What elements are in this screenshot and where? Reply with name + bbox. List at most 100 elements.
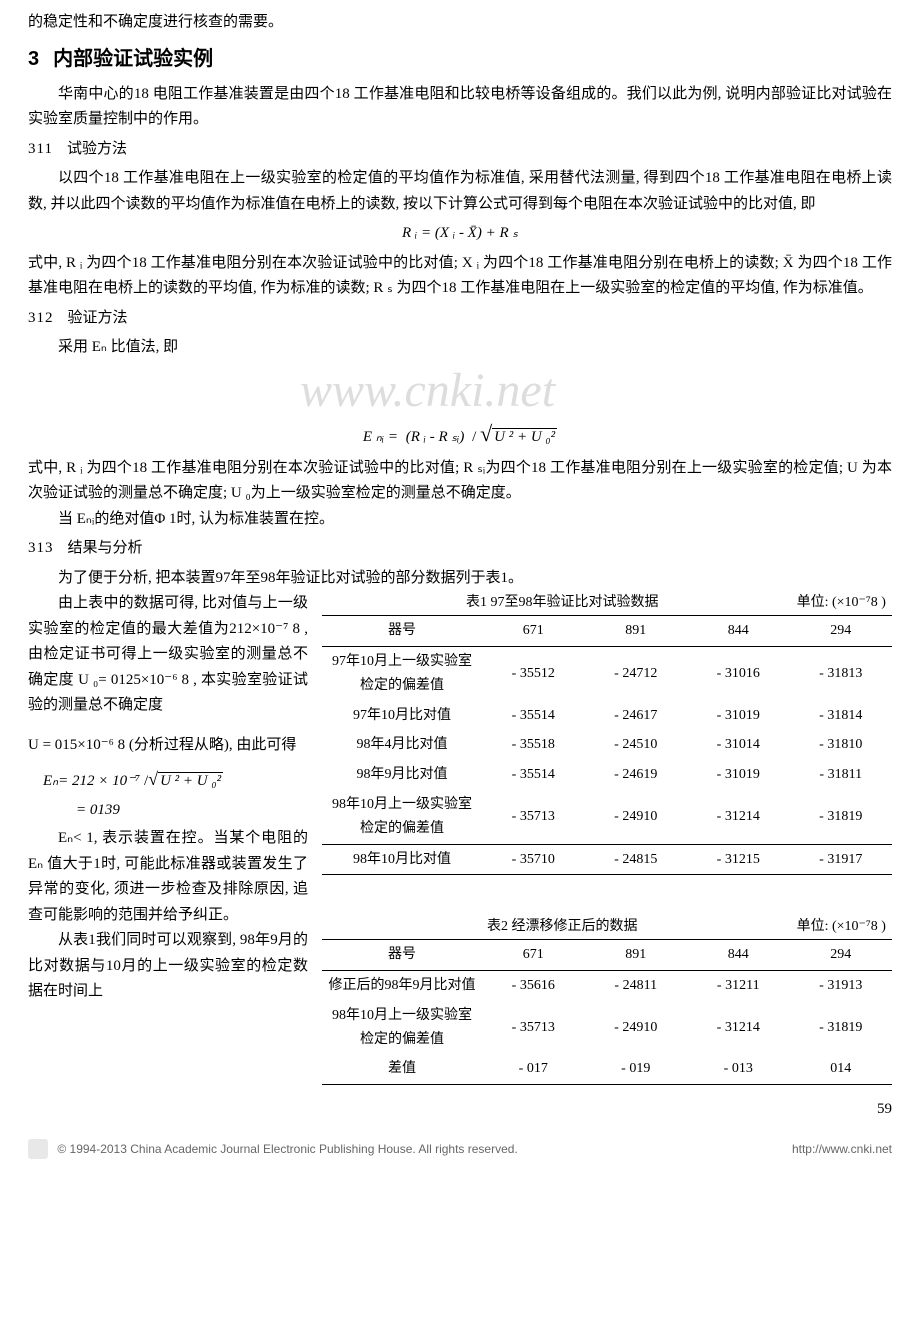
t2-r0-c0: - 35616: [482, 970, 585, 1000]
en-equation: Eₙ= 212 × 10⁻⁷ /√U ² + U ₀² = 0139: [43, 764, 308, 823]
table-row: 修正后的98年9月比对值 - 35616 - 24811 - 31211 - 3…: [322, 970, 892, 1000]
table2-caption-wrap: 表2 经漂移修正后的数据 单位: (×10⁻⁷8 ): [322, 915, 892, 939]
table-row: 98年10月上一级实验室检定的偏差值 - 35713 - 24910 - 312…: [322, 1001, 892, 1055]
para-312c: 当 Eₙᵢ的绝对值Φ 1时, 认为标准装置在控。: [28, 507, 892, 533]
intro-continuation: 的稳定性和不确定度进行核查的需要。: [28, 10, 892, 36]
section-3-num: 3: [28, 48, 39, 70]
t1-r3-c3: - 31811: [790, 760, 893, 790]
t1-r0-c0: - 35512: [482, 646, 585, 700]
table2-h4: 294: [790, 940, 893, 971]
subsection-312-title: 312 验证方法: [28, 306, 892, 332]
table1-caption-wrap: 表1 97至98年验证比对试验数据 单位: (×10⁻⁷8 ): [322, 591, 892, 615]
table2-h3: 844: [687, 940, 790, 971]
t2-r1-c1: - 24910: [585, 1001, 688, 1055]
table1: 器号 671 891 844 294 97年10月上一级实验室检定的偏差值 - …: [322, 615, 892, 875]
table2-h2: 891: [585, 940, 688, 971]
t2-r0-c2: - 31211: [687, 970, 790, 1000]
para-312b: 式中, R ᵢ 为四个18 工作基准电阻分别在本次验证试验中的比对值; R ₛᵢ…: [28, 456, 892, 507]
formula-2-rhs: U ² + U ₀²: [492, 428, 557, 445]
t1-r3-label: 98年9月比对值: [322, 760, 482, 790]
t1-r5-c1: - 24815: [585, 844, 688, 875]
subsection-312-num: 312: [28, 310, 54, 326]
table-row: 98年10月比对值 - 35710 - 24815 - 31215 - 3191…: [322, 844, 892, 875]
t1-r2-c2: - 31014: [687, 730, 790, 760]
para-311b: 式中, R ᵢ 为四个18 工作基准电阻分别在本次验证试验中的比对值; X ᵢ …: [28, 251, 892, 302]
subsection-311-num: 311: [28, 141, 53, 157]
formula-2-lhs: E ₙᵢ =: [363, 429, 398, 445]
t1-r5-c0: - 35710: [482, 844, 585, 875]
section-3-text: 内部验证试验实例: [53, 48, 213, 70]
formula-1: R ᵢ = (X ᵢ - X̄) + R ₛ: [28, 221, 892, 247]
t2-r0-label: 修正后的98年9月比对值: [322, 970, 482, 1000]
en-eq-l1a: Eₙ= 212 × 10⁻⁷: [43, 773, 140, 789]
t1-r3-c0: - 35514: [482, 760, 585, 790]
table-row: 差值 - 017 - 019 - 013 014: [322, 1054, 892, 1084]
t1-r0-c2: - 31016: [687, 646, 790, 700]
t2-r2-c1: - 019: [585, 1054, 688, 1084]
t1-r0-label: 97年10月上一级实验室检定的偏差值: [322, 646, 482, 700]
t1-r5-c2: - 31215: [687, 844, 790, 875]
table-row: 98年9月比对值 - 35514 - 24619 - 31019 - 31811: [322, 760, 892, 790]
t2-r1-c2: - 31214: [687, 1001, 790, 1055]
subsection-313-num: 313: [28, 540, 54, 556]
t1-r1-c2: - 31019: [687, 701, 790, 731]
t1-r3-c2: - 31019: [687, 760, 790, 790]
table-row: 98年4月比对值 - 35518 - 24510 - 31014 - 31810: [322, 730, 892, 760]
t1-r5-c3: - 31917: [790, 844, 893, 875]
en-eq-l1b: U ² + U ₀²: [158, 772, 223, 789]
en-eq-l2: = 0139: [43, 798, 308, 824]
para-312a: 采用 Eₙ 比值法, 即: [28, 335, 892, 361]
table1-h0: 器号: [322, 616, 482, 647]
t1-r4-label: 98年10月上一级实验室检定的偏差值: [322, 790, 482, 844]
publisher-icon: [28, 1139, 48, 1159]
t1-r3-c1: - 24619: [585, 760, 688, 790]
subsection-312-text: 验证方法: [68, 310, 128, 326]
t2-r2-c3: 014: [790, 1054, 893, 1084]
t1-r1-label: 97年10月比对值: [322, 701, 482, 731]
formula-2-mid: (R ᵢ - R ₛᵢ): [406, 429, 465, 445]
left-para-4: 从表1我们同时可以观察到, 98年9月的比对数据与10月的上一级实验室的检定数据…: [28, 928, 308, 1005]
para-311a: 以四个18 工作基准电阻在上一级实验室的检定值的平均值作为标准值, 采用替代法测…: [28, 166, 892, 217]
t2-r1-label: 98年10月上一级实验室检定的偏差值: [322, 1001, 482, 1055]
table-row: 97年10月上一级实验室检定的偏差值 - 35512 - 24712 - 310…: [322, 646, 892, 700]
t2-r1-c0: - 35713: [482, 1001, 585, 1055]
page-number: 59: [28, 1097, 892, 1123]
footer-right: http://www.cnki.net: [792, 1139, 892, 1160]
t1-r2-c1: - 24510: [585, 730, 688, 760]
t1-r2-label: 98年4月比对值: [322, 730, 482, 760]
t1-r2-c3: - 31810: [790, 730, 893, 760]
left-para-3: Eₙ< 1, 表示装置在控。当某个电阻的 Eₙ 值大于1时, 可能此标准器或装置…: [28, 826, 308, 928]
t1-r1-c3: - 31814: [790, 701, 893, 731]
t1-r4-c3: - 31819: [790, 790, 893, 844]
t2-r0-c1: - 24811: [585, 970, 688, 1000]
table2-h1: 671: [482, 940, 585, 971]
table-row: 97年10月比对值 - 35514 - 24617 - 31019 - 3181…: [322, 701, 892, 731]
table1-caption: 表1 97至98年验证比对试验数据: [466, 591, 659, 615]
table1-h3: 844: [687, 616, 790, 647]
table-row: 98年10月上一级实验室检定的偏差值 - 35713 - 24910 - 312…: [322, 790, 892, 844]
t2-r2-c0: - 017: [482, 1054, 585, 1084]
formula-2: E ₙᵢ = (R ᵢ - R ₛᵢ) / √U ² + U ₀²: [28, 415, 892, 452]
footer: © 1994-2013 China Academic Journal Elect…: [28, 1139, 892, 1160]
para-313a: 为了便于分析, 把本装置97年至98年验证比对试验的部分数据列于表1。: [28, 566, 892, 592]
t2-r1-c3: - 31819: [790, 1001, 893, 1055]
t1-r1-c0: - 35514: [482, 701, 585, 731]
table2-unit: 单位: (×10⁻⁷8 ): [797, 915, 886, 939]
table1-h4: 294: [790, 616, 893, 647]
subsection-313-title: 313 结果与分析: [28, 536, 892, 562]
section-3-title: 3 内部验证试验实例: [28, 42, 892, 76]
footer-left: © 1994-2013 China Academic Journal Elect…: [57, 1142, 517, 1156]
subsection-311-title: 311 试验方法: [28, 137, 892, 163]
t1-r0-c1: - 24712: [585, 646, 688, 700]
table2: 器号 671 891 844 294 修正后的98年9月比对值 - 35616 …: [322, 939, 892, 1085]
subsection-311-text: 试验方法: [67, 141, 127, 157]
t1-r2-c0: - 35518: [482, 730, 585, 760]
table1-h2: 891: [585, 616, 688, 647]
t2-r0-c3: - 31913: [790, 970, 893, 1000]
subsection-313-text: 结果与分析: [68, 540, 143, 556]
t1-r4-c0: - 35713: [482, 790, 585, 844]
t1-r0-c3: - 31813: [790, 646, 893, 700]
para-3a: 华南中心的18 电阻工作基准装置是由四个18 工作基准电阻和比较电桥等设备组成的…: [28, 82, 892, 133]
t1-r4-c2: - 31214: [687, 790, 790, 844]
left-para-1: 由上表中的数据可得, 比对值与上一级实验室的检定值的最大差值为212×10⁻⁷ …: [28, 591, 308, 719]
